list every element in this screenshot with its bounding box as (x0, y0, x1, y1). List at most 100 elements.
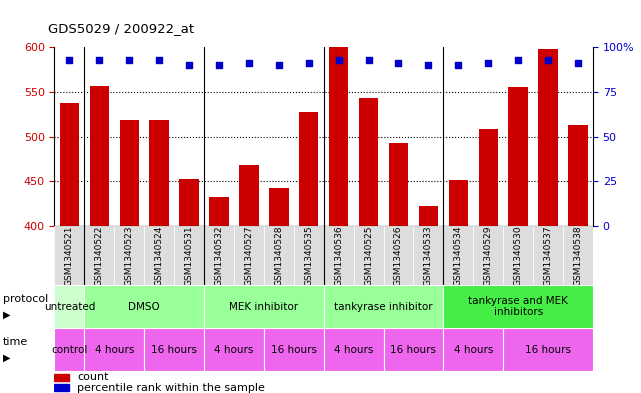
Bar (444, 285, 593, 328)
Bar (419, 206, 438, 393)
Bar (114, 226, 144, 285)
Point (304, 60, 314, 66)
Bar (204, 226, 234, 285)
Point (543, 57, 553, 63)
Bar (85, 226, 114, 285)
Text: GDS5029 / 200922_at: GDS5029 / 200922_at (48, 22, 194, 35)
Text: tankyrase and MEK
inhibitors: tankyrase and MEK inhibitors (468, 296, 568, 317)
Bar (54, 285, 85, 328)
Text: untreated: untreated (44, 301, 95, 312)
Bar (85, 285, 204, 328)
Point (573, 60, 583, 66)
Bar (90, 86, 109, 393)
Point (513, 57, 523, 63)
Point (244, 60, 254, 66)
Bar (569, 125, 588, 393)
Bar (354, 226, 383, 285)
Point (363, 57, 374, 63)
Text: GSM1340522: GSM1340522 (95, 225, 104, 286)
Bar (54, 384, 69, 391)
Bar (299, 112, 319, 393)
Bar (383, 226, 413, 285)
Bar (508, 87, 528, 393)
Bar (473, 226, 503, 285)
Text: time: time (3, 337, 28, 347)
Text: GSM1340535: GSM1340535 (304, 225, 313, 286)
Bar (264, 328, 324, 371)
Text: protocol: protocol (3, 294, 49, 304)
Bar (324, 285, 444, 328)
Bar (444, 328, 503, 371)
Text: 4 hours: 4 hours (454, 345, 493, 355)
Point (394, 60, 404, 66)
Text: GSM1340521: GSM1340521 (65, 225, 74, 286)
Text: GSM1340534: GSM1340534 (454, 225, 463, 286)
Bar (294, 226, 324, 285)
Bar (503, 226, 533, 285)
Point (453, 62, 463, 68)
Text: control: control (51, 345, 88, 355)
Bar (60, 103, 79, 393)
Text: GSM1340526: GSM1340526 (394, 225, 403, 286)
Bar (538, 49, 558, 393)
Text: GSM1340538: GSM1340538 (574, 225, 583, 286)
Point (483, 60, 494, 66)
Point (214, 62, 224, 68)
Text: 4 hours: 4 hours (334, 345, 373, 355)
Text: GSM1340525: GSM1340525 (364, 225, 373, 286)
Bar (144, 328, 204, 371)
Bar (444, 226, 473, 285)
Bar (149, 119, 169, 393)
Bar (54, 328, 85, 371)
Text: GSM1340532: GSM1340532 (215, 225, 224, 286)
Text: GSM1340537: GSM1340537 (544, 225, 553, 286)
Text: 16 hours: 16 hours (390, 345, 437, 355)
Bar (179, 180, 199, 393)
Text: 4 hours: 4 hours (95, 345, 134, 355)
Text: GSM1340529: GSM1340529 (484, 225, 493, 286)
Bar (54, 373, 69, 381)
Bar (388, 143, 408, 393)
Bar (144, 226, 174, 285)
Bar (329, 47, 349, 393)
Bar (85, 328, 144, 371)
Text: GSM1340533: GSM1340533 (424, 225, 433, 286)
Text: tankyrase inhibitor: tankyrase inhibitor (334, 301, 433, 312)
Bar (269, 187, 288, 393)
Text: GSM1340536: GSM1340536 (334, 225, 343, 286)
Text: GSM1340524: GSM1340524 (154, 225, 163, 286)
Text: GSM1340528: GSM1340528 (274, 225, 283, 286)
Bar (359, 98, 378, 393)
Bar (533, 226, 563, 285)
Point (274, 62, 284, 68)
Bar (324, 226, 354, 285)
Bar (324, 328, 383, 371)
Bar (478, 129, 498, 393)
Bar (264, 226, 294, 285)
Text: GSM1340523: GSM1340523 (125, 225, 134, 286)
Bar (174, 226, 204, 285)
Bar (204, 285, 324, 328)
Bar (204, 328, 264, 371)
Text: GSM1340531: GSM1340531 (185, 225, 194, 286)
Bar (413, 226, 444, 285)
Text: ▶: ▶ (3, 353, 11, 363)
Point (64, 57, 74, 63)
Bar (234, 226, 264, 285)
Text: 16 hours: 16 hours (271, 345, 317, 355)
Bar (239, 165, 259, 393)
Point (423, 62, 433, 68)
Point (333, 57, 344, 63)
Text: GSM1340530: GSM1340530 (513, 225, 522, 286)
Text: MEK inhibitor: MEK inhibitor (229, 301, 299, 312)
Bar (449, 180, 468, 393)
Bar (120, 119, 139, 393)
Text: 16 hours: 16 hours (525, 345, 571, 355)
Text: count: count (78, 372, 109, 382)
Text: 4 hours: 4 hours (214, 345, 254, 355)
Point (154, 57, 164, 63)
Text: percentile rank within the sample: percentile rank within the sample (78, 383, 265, 393)
Point (124, 57, 135, 63)
Point (184, 62, 194, 68)
Bar (209, 197, 229, 393)
